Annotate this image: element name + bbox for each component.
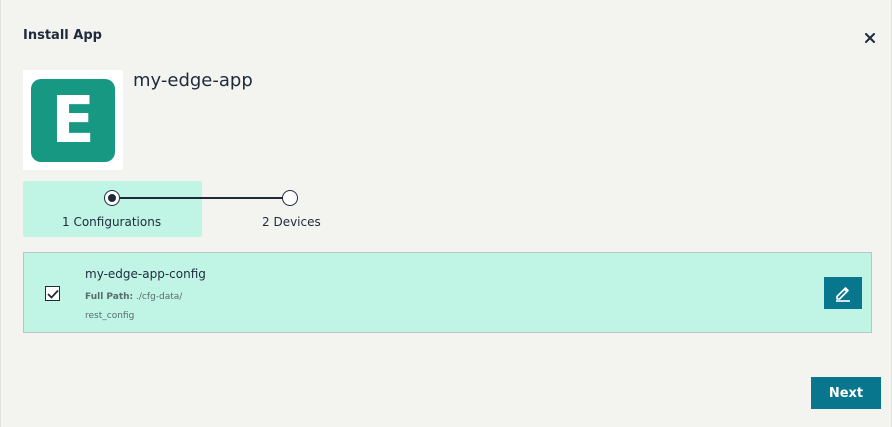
config-path-value: ./cfg-data/: [136, 292, 183, 302]
config-path-label: Full Path:: [85, 292, 134, 302]
config-list-item[interactable]: my-edge-app-config Full Path: ./cfg-data…: [23, 252, 872, 333]
app-logo-letter: E: [51, 83, 95, 158]
pencil-icon: [836, 287, 850, 302]
edit-config-button[interactable]: [824, 277, 862, 309]
config-path: Full Path: ./cfg-data/ rest_config: [85, 288, 225, 326]
app-name: my-edge-app: [133, 70, 253, 91]
stepper-connector-line: [120, 197, 290, 199]
stepper: 1 Configurations 2 Devices: [23, 181, 343, 237]
close-button[interactable]: [860, 28, 880, 48]
config-name: my-edge-app-config: [85, 267, 206, 281]
app-logo: E: [31, 79, 115, 162]
checkmark-icon: [46, 289, 59, 299]
next-button[interactable]: Next: [811, 377, 881, 409]
app-logo-container: E: [23, 70, 123, 170]
step-configurations-label[interactable]: 1 Configurations: [62, 215, 162, 229]
config-checkbox[interactable]: [45, 286, 60, 301]
step-1-indicator[interactable]: [104, 190, 120, 206]
step-devices-label[interactable]: 2 Devices: [262, 215, 321, 229]
step-2-indicator[interactable]: [282, 190, 298, 206]
dialog-title: Install App: [23, 28, 102, 43]
close-icon: [865, 33, 875, 43]
config-path-value-continued: rest_config: [85, 311, 135, 321]
